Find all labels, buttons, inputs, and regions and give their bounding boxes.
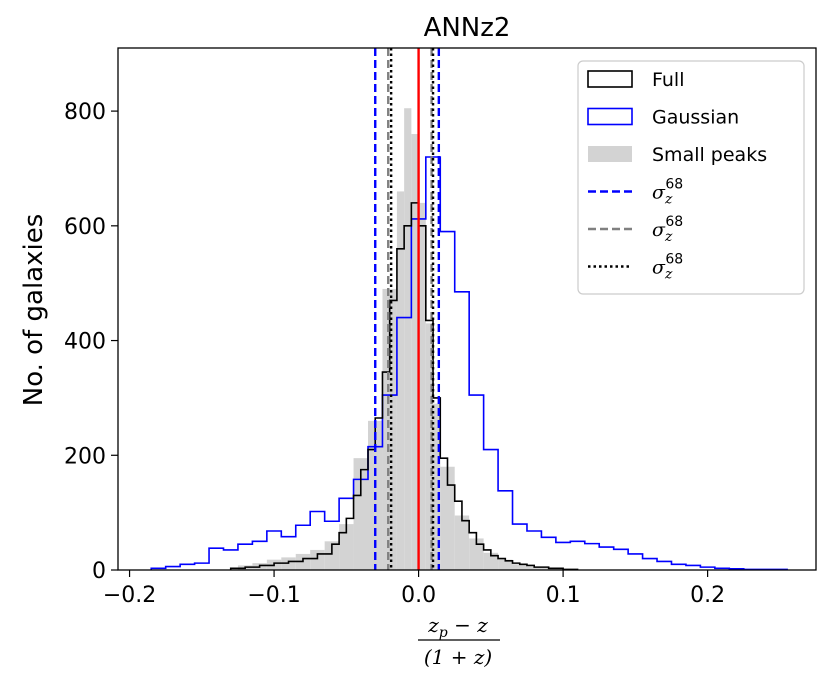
legend-label: Gaussian <box>652 107 739 129</box>
x-tick-label: −0.1 <box>247 583 300 608</box>
plot-frame <box>117 47 817 571</box>
small-peaks-bar <box>454 515 470 570</box>
legend-label: Small peaks <box>652 144 767 166</box>
small-peaks-bar <box>310 549 325 570</box>
small-peaks-bar <box>396 191 405 570</box>
x-label-denominator: (1 + z) <box>424 645 492 669</box>
small-peaks-bar <box>382 288 397 570</box>
small-peaks-bar <box>440 466 455 570</box>
x-axis-label: zp − z (1 + z) <box>418 613 500 669</box>
filled-histogram-layer <box>237 108 571 571</box>
small-peaks-bar <box>418 202 426 570</box>
small-peaks-bar <box>469 538 484 570</box>
legend-label: Full <box>652 69 685 91</box>
x-tick-label: 0.2 <box>690 583 725 608</box>
chart-title: ANNz2 <box>424 13 511 43</box>
legend-swatch <box>587 107 633 126</box>
legend-label: σz68 <box>652 252 683 283</box>
small-peaks-bar <box>526 566 542 570</box>
x-label-rest: − z <box>448 613 488 637</box>
x-label-z: z <box>427 613 439 637</box>
svg-text:zp − z: zp − z <box>427 613 488 641</box>
legend-swatch <box>587 70 633 88</box>
gaussian-histogram-line <box>150 156 788 571</box>
y-tick-label: 200 <box>64 444 106 469</box>
small-peaks-bar <box>404 108 412 570</box>
small-peaks-bar <box>483 552 499 570</box>
y-tick-label: 600 <box>64 215 106 240</box>
y-tick-label: 800 <box>64 100 106 125</box>
x-axis-ticks: −0.2 −0.1 0.0 0.1 0.2 <box>103 570 725 608</box>
legend-label: σz68 <box>652 177 683 208</box>
small-peaks-bar <box>339 524 354 570</box>
y-tick-label: 0 <box>92 559 106 584</box>
x-label-sub-p: p <box>439 625 448 641</box>
small-peaks-bar <box>433 403 441 570</box>
small-peaks-bar <box>324 541 340 570</box>
small-peaks-bar <box>411 134 419 571</box>
legend-label: σz68 <box>652 214 683 245</box>
x-tick-label: 0.1 <box>546 583 581 608</box>
x-tick-label: −0.2 <box>103 583 156 608</box>
legend: Full Gaussian Small peaks σz68 σz68 σz68 <box>577 60 805 295</box>
small-peaks-bar <box>512 564 527 570</box>
x-tick-label: 0.0 <box>401 583 436 608</box>
small-peaks-bar <box>353 458 369 570</box>
y-tick-label: 400 <box>64 330 106 355</box>
small-peaks-bar <box>425 323 434 570</box>
legend-swatch <box>588 146 632 162</box>
small-peaks-bar <box>498 559 513 570</box>
y-axis-label: No. of galaxies <box>19 214 49 407</box>
sigma-lines-layer <box>374 48 441 570</box>
y-axis-ticks: 0 200 400 600 800 <box>64 100 118 584</box>
